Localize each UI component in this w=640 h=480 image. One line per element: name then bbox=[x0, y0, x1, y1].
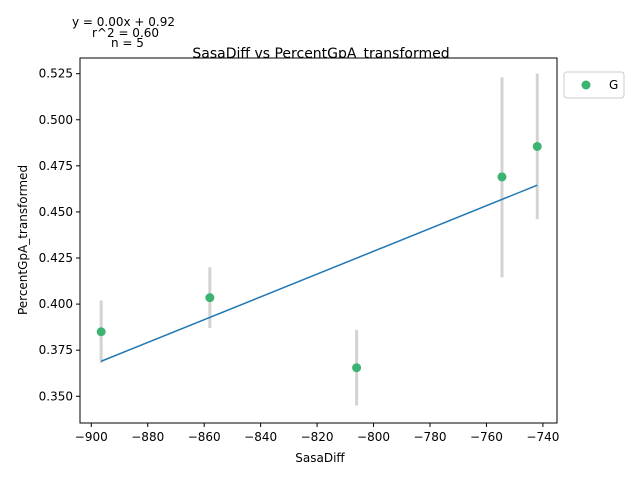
x-tick-label: −900 bbox=[75, 430, 108, 444]
x-tick-label: −880 bbox=[131, 430, 164, 444]
x-tick-label: −820 bbox=[301, 430, 334, 444]
x-axis: −900 −880 −860 −840 −820 −800 −780 −760 −740 bbox=[75, 423, 559, 444]
x-tick-label: −780 bbox=[414, 430, 447, 444]
regression-line bbox=[100, 184, 538, 362]
y-tick-label: 0.375 bbox=[39, 343, 73, 357]
y-tick-label: 0.450 bbox=[39, 205, 73, 219]
x-axis-label: SasaDiff bbox=[295, 451, 345, 465]
legend: G bbox=[563, 71, 625, 99]
point-layer bbox=[96, 141, 542, 373]
data-point bbox=[96, 327, 106, 337]
n-annotation: n = 5 bbox=[111, 36, 144, 50]
y-tick-label: 0.500 bbox=[39, 113, 73, 127]
x-tick-label: −840 bbox=[244, 430, 277, 444]
y-tick-label: 0.350 bbox=[39, 389, 73, 403]
data-point bbox=[352, 363, 362, 373]
fit-line-layer bbox=[100, 184, 538, 362]
y-tick-label: 0.400 bbox=[39, 297, 73, 311]
x-tick-label: −800 bbox=[357, 430, 390, 444]
legend-box bbox=[563, 71, 625, 99]
legend-label: G bbox=[609, 78, 618, 92]
legend-marker bbox=[581, 80, 591, 90]
y-tick-label: 0.525 bbox=[39, 67, 73, 81]
y-axis-label: PercentGpA_transformed bbox=[16, 165, 30, 315]
equation-annotation: y = 0.00x + 0.92 bbox=[72, 15, 175, 29]
x-tick-label: −760 bbox=[470, 430, 503, 444]
plot-area bbox=[80, 58, 557, 423]
plot-frame bbox=[79, 57, 558, 424]
y-tick-label: 0.475 bbox=[39, 159, 73, 173]
x-tick-label: −860 bbox=[188, 430, 221, 444]
data-point bbox=[497, 172, 507, 182]
data-point bbox=[532, 141, 542, 151]
r-squared-annotation: r^2 = 0.60 bbox=[92, 26, 159, 40]
data-point bbox=[205, 293, 215, 303]
y-axis: 0.350 0.375 0.400 0.425 0.450 0.475 0.500 0.525 bbox=[39, 67, 80, 403]
y-tick-label: 0.425 bbox=[39, 251, 73, 265]
x-tick-label: −740 bbox=[526, 430, 559, 444]
